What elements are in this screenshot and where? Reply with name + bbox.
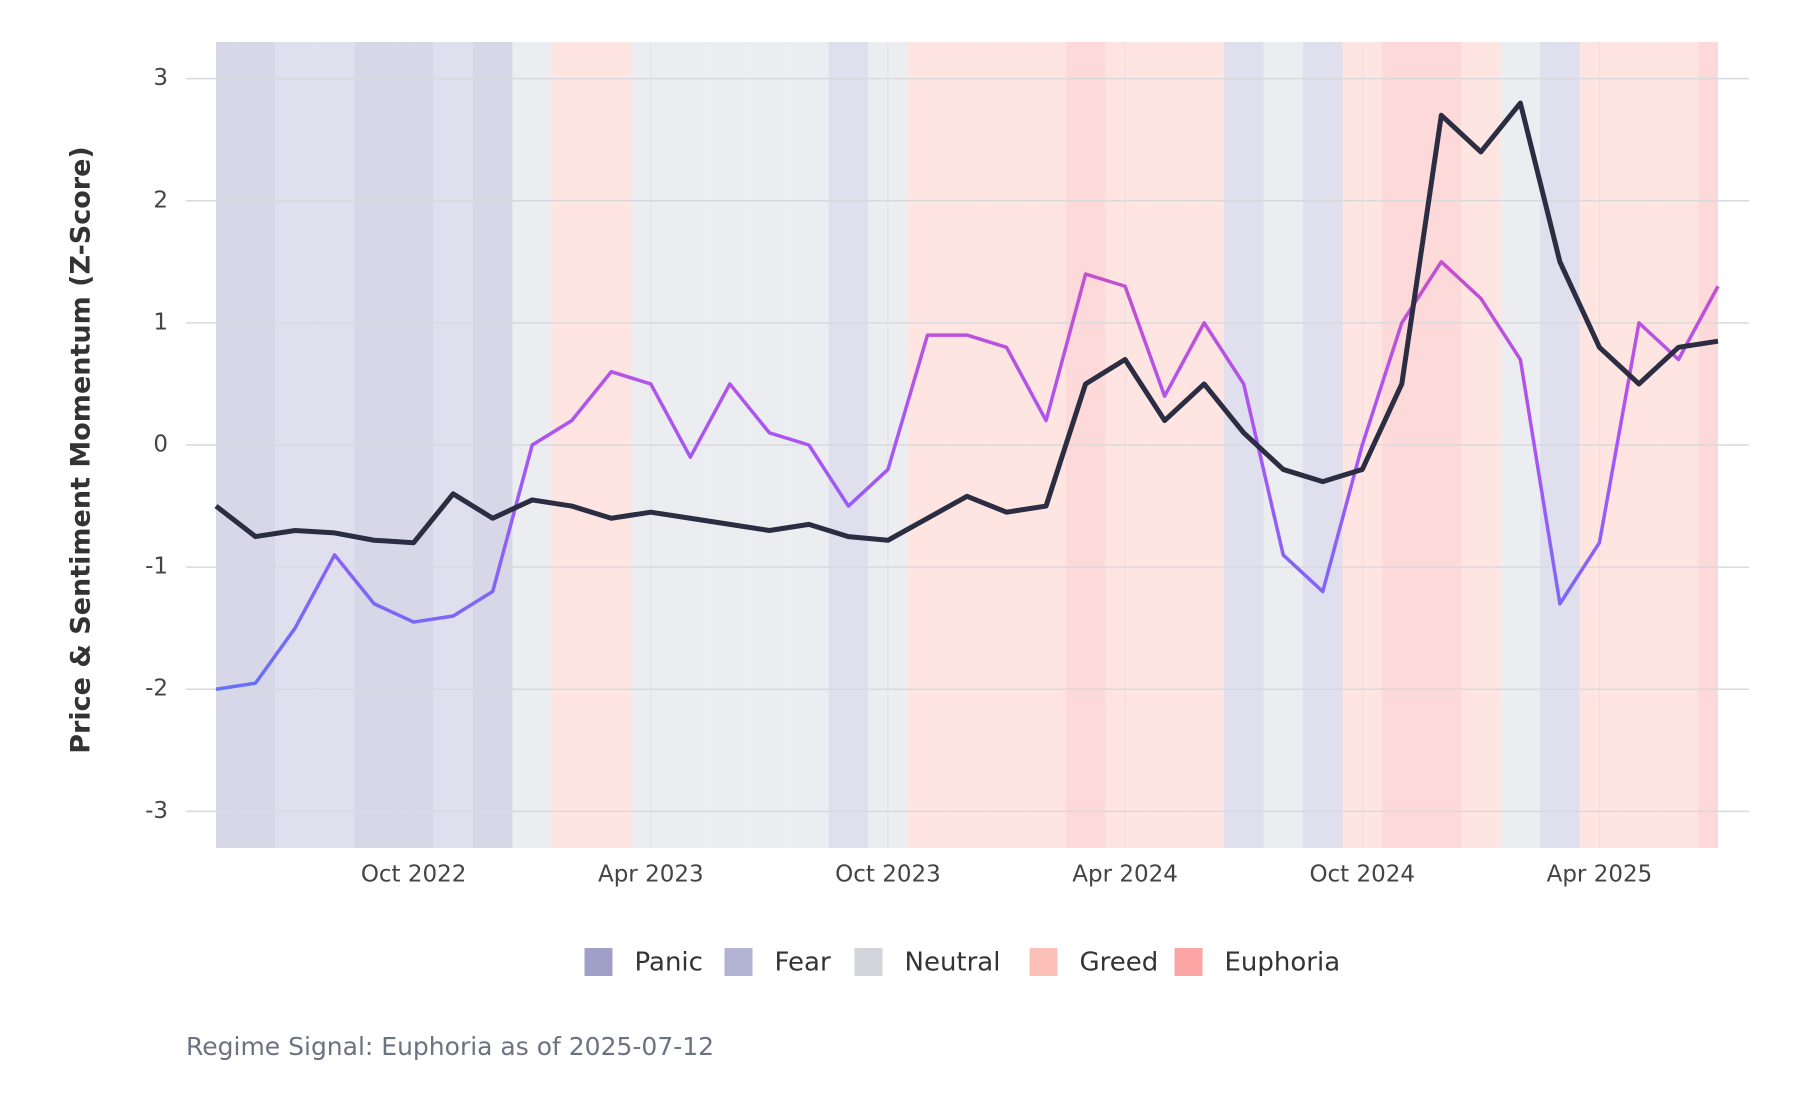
series-line	[214, 100, 1719, 546]
legend-label: Fear	[775, 948, 831, 978]
series-line	[215, 260, 1720, 691]
legend-swatch	[724, 948, 753, 976]
legend-label: Panic	[635, 948, 703, 978]
x-tick-label: Apr 2025	[1547, 862, 1653, 888]
x-tick-label: Apr 2023	[598, 862, 704, 888]
legend-swatch	[584, 948, 613, 976]
caption: Regime Signal: Euphoria as of 2025-07-12	[186, 1032, 714, 1061]
legend-label: Neutral	[905, 948, 1001, 978]
y-tick-label: -3	[145, 798, 168, 824]
y-tick-label: -1	[145, 554, 168, 580]
y-tick-label: 2	[153, 187, 168, 213]
y-tick-label: 0	[153, 432, 168, 458]
legend-label: Euphoria	[1225, 948, 1341, 978]
legend-label: Greed	[1080, 948, 1159, 978]
y-tick-label: 3	[153, 65, 168, 91]
x-tick-label: Oct 2023	[835, 862, 941, 888]
legend-swatch	[854, 948, 883, 976]
y-tick-label: 1	[153, 309, 168, 335]
y-tick-label: -2	[145, 676, 168, 702]
legend-swatch	[1174, 948, 1203, 976]
x-tick-label: Oct 2022	[361, 862, 467, 888]
x-tick-label: Oct 2024	[1309, 862, 1415, 888]
x-tick-label: Apr 2024	[1072, 862, 1178, 888]
y-axis-label: Price & Sentiment Momentum (Z-Score)	[66, 146, 97, 754]
legend-swatch	[1029, 948, 1058, 976]
